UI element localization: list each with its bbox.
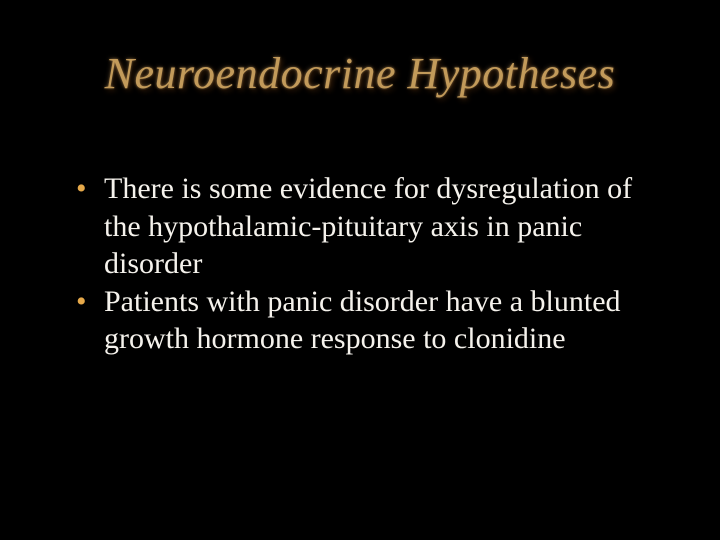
slide-container: Neuroendocrine Hypotheses There is some … (0, 0, 720, 540)
list-item: Patients with panic disorder have a blun… (70, 283, 660, 358)
list-item: There is some evidence for dysregulation… (70, 170, 660, 283)
slide-title: Neuroendocrine Hypotheses (0, 48, 720, 99)
bullet-list: There is some evidence for dysregulation… (70, 170, 660, 358)
